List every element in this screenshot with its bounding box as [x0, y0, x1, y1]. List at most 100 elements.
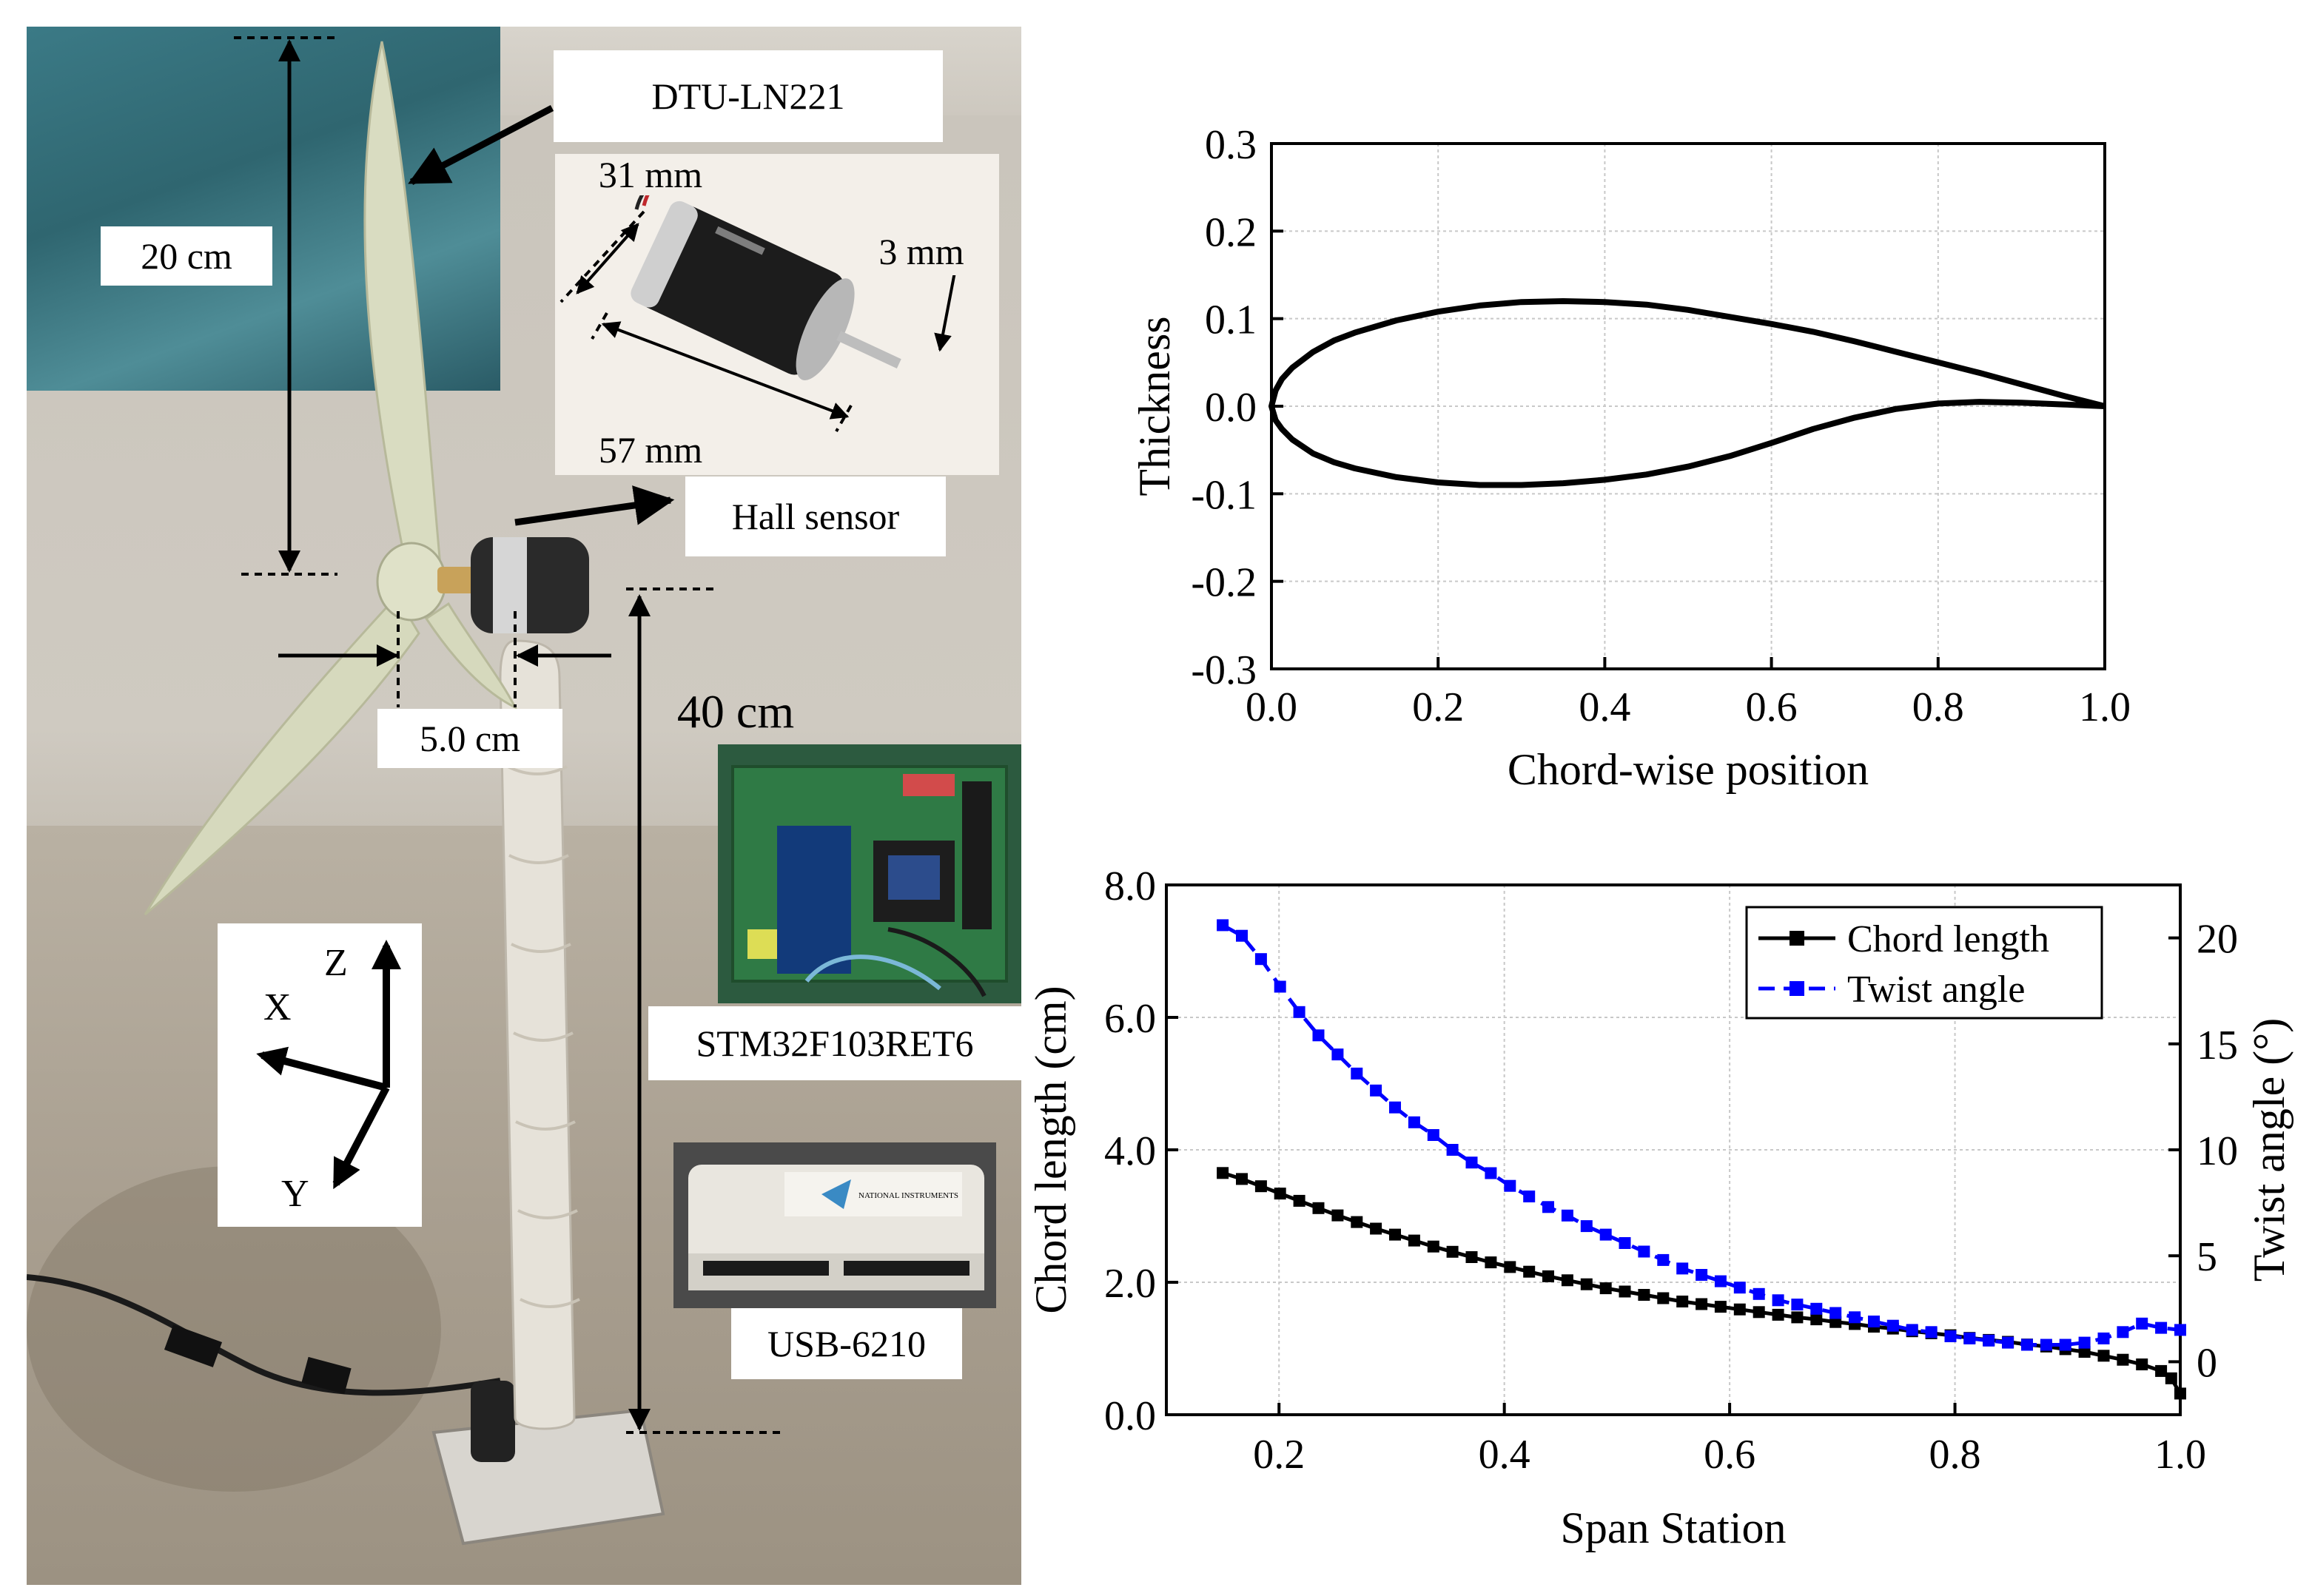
twist-angle-point: [1714, 1275, 1727, 1287]
legend-frame: [1745, 906, 2103, 1020]
label-daq: USB-6210: [731, 1308, 962, 1379]
chord-twist-y-axis-label: Chord length (cm): [1026, 986, 1075, 1313]
chord-length-point: [1772, 1308, 1784, 1321]
twist-angle-point: [1638, 1245, 1650, 1258]
chord-length-point: [1465, 1251, 1478, 1263]
twist-angle-point: [1542, 1201, 1554, 1213]
coordinate-axes-inset: Z X Y: [218, 923, 422, 1227]
legend-twist-marker: [1790, 981, 1804, 996]
twist-angle-point: [1331, 1048, 1344, 1061]
chord-length-point: [1733, 1303, 1746, 1316]
chord-length-point: [2117, 1353, 2129, 1366]
twist-angle-point: [1408, 1116, 1420, 1128]
chord-length-line: [1222, 1171, 2182, 1395]
airfoil-x-tick-label: 0.2: [1412, 684, 1464, 730]
chord-length-point: [1523, 1265, 1536, 1278]
airfoil-x-tick-label: 1.0: [2079, 684, 2131, 730]
twist-angle-point: [1523, 1191, 1536, 1202]
airfoil-ticks: 0.0 0.2 0.4 0.6 0.8 1.0 -0.3 -0.2 -0.1 0.0 0.1 0.2 0…: [1191, 122, 2131, 730]
chord-length-point: [1389, 1228, 1401, 1241]
chord-length-point: [1791, 1311, 1804, 1324]
twist-angle-point: [2155, 1321, 2168, 1334]
airfoil-y-tick-label: -0.1: [1191, 472, 1257, 518]
chord-length-point: [2165, 1372, 2177, 1384]
twist-angle-point: [1427, 1129, 1439, 1141]
chord-length-point: [1504, 1261, 1516, 1273]
chord-length-point: [2174, 1387, 2186, 1400]
chord-length-point: [2078, 1346, 2091, 1358]
motor-len-dash-1: [591, 312, 608, 340]
chord-length-point: [1236, 1173, 1248, 1185]
airfoil-y-tick-label: 0.2: [1205, 209, 1257, 255]
mcu-board-drawing: [731, 765, 1008, 997]
chord-length-point: [1619, 1285, 1631, 1298]
airfoil-chart: 0.0 0.2 0.4 0.6 0.8 1.0 -0.3 -0.2 -0.1 0.0 0.1 0.2 0…: [1130, 122, 2131, 794]
chord-length-point: [1580, 1278, 1593, 1290]
chord-twist-y2-tick-label: 20: [2197, 917, 2238, 963]
label-shaft-diameter: 3 mm: [866, 228, 977, 275]
chord-twist-y2-tick-label: 10: [2197, 1128, 2238, 1174]
twist-angle-point: [1561, 1209, 1573, 1222]
chord-length-point: [1217, 1167, 1229, 1179]
twist-angle-point: [1753, 1287, 1765, 1300]
mcu-board-inset: [718, 744, 1021, 1003]
label-hall-sensor: Hall sensor: [685, 477, 946, 556]
daq-drawing: NATIONAL INSTRUMENTS: [688, 1165, 984, 1290]
tower-ridges: [507, 765, 580, 1308]
chord-twist-y2-tick-label: 5: [2197, 1234, 2217, 1280]
label-mcu-board: STM32F103RET6: [648, 1006, 1021, 1080]
chord-length-point: [1254, 1180, 1267, 1193]
twist-angle-line: [1221, 923, 2181, 1347]
twist-angle-point: [1504, 1179, 1516, 1192]
airfoil-y-tick-label: -0.2: [1191, 560, 1257, 606]
blade-top: [363, 41, 443, 576]
airfoil-grid: [1271, 144, 2105, 669]
coordinate-axes-drawing: [256, 940, 401, 1190]
twist-angle-point: [1370, 1084, 1382, 1097]
airfoil-profile-line: [1268, 298, 2106, 488]
twist-angle-point: [1791, 1299, 1804, 1311]
twist-angle-point: [1293, 1006, 1305, 1018]
twist-angle-point: [1696, 1269, 1708, 1281]
twist-angle-point: [1580, 1220, 1593, 1233]
chord-length-point: [2136, 1358, 2148, 1370]
cable-tape-2: [301, 1356, 352, 1395]
airfoil-x-tick-label: 0.6: [1746, 684, 1798, 730]
airfoil-y-tick-label: 0.1: [1205, 297, 1257, 343]
motor-drawing: [559, 174, 956, 432]
chord-twist-y2-tick-label: 15: [2197, 1023, 2238, 1068]
airfoil-y-axis-label: Thickness: [1130, 316, 1179, 496]
chord-twist-y-tick-label: 8.0: [1104, 863, 1156, 909]
twist-angle-point: [2097, 1332, 2110, 1344]
chart-legend: Chord length Twist angle: [1745, 906, 2103, 1020]
chord-twist-y-tick-label: 4.0: [1104, 1128, 1156, 1174]
chord-length-point: [1696, 1298, 1708, 1310]
leader-hall-sensor: [514, 485, 675, 526]
label-motor-diameter: 31 mm: [580, 154, 721, 195]
daq-brand-text: NATIONAL INSTRUMENTS: [858, 1191, 958, 1200]
label-hub-offset: 5.0 cm: [377, 709, 562, 768]
chord-length-point: [1274, 1188, 1286, 1200]
chord-length-point: [1408, 1234, 1420, 1247]
chord-length-point: [1829, 1316, 1842, 1328]
twist-angle-point: [1485, 1167, 1497, 1179]
tower: [499, 639, 576, 1430]
chord-length-point: [1427, 1240, 1439, 1253]
chord-length-point: [1331, 1209, 1344, 1222]
twist-angle-point: [1465, 1156, 1478, 1169]
twist-angle-point: [2117, 1326, 2129, 1339]
axis-x-label: X: [263, 986, 292, 1028]
twist-angle-point: [1676, 1262, 1689, 1275]
twist-angle-point: [1772, 1294, 1784, 1307]
twist-angle-point: [1983, 1334, 1995, 1347]
chord-twist-x-tick-label: 0.4: [1479, 1432, 1530, 1478]
chord-twist-x-tick-label: 0.6: [1704, 1432, 1755, 1478]
axis-y-arrow: [332, 1085, 390, 1190]
axis-x-arrow: [256, 1046, 388, 1091]
chord-twist-x-tick-label: 1.0: [2154, 1432, 2206, 1478]
twist-angle-point: [1599, 1228, 1612, 1241]
chord-length-point: [1714, 1301, 1727, 1313]
blade-lower-left: [144, 594, 420, 916]
twist-angle-point: [1944, 1330, 1957, 1342]
